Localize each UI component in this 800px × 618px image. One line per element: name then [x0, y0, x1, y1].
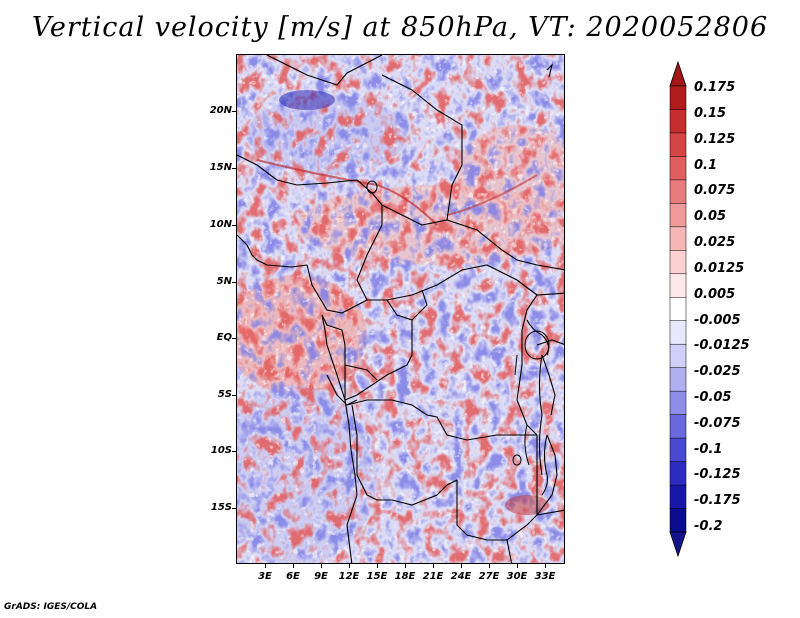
lon-label: 27E [478, 571, 500, 582]
lon-label: 3E [258, 571, 272, 582]
lat-tick [232, 395, 236, 396]
lon-label: 33E [534, 571, 556, 582]
lat-tick [232, 111, 236, 112]
colorbar-segment [669, 343, 687, 369]
lon-label: 24E [450, 571, 472, 582]
colorbar-segment [669, 320, 687, 345]
colorbar-segment [669, 273, 687, 298]
colorbar-label: -0.075 [694, 416, 741, 431]
lat-label: 10N [209, 219, 232, 230]
lat-label: 20N [209, 105, 232, 116]
map-title: Vertical velocity [m/s] at 850hPa, VT: 2… [31, 12, 769, 43]
colorbar-segment [669, 484, 687, 510]
colorbar-label: -0.125 [694, 467, 741, 482]
lat-label: 15S [210, 502, 232, 513]
lon-tick [545, 564, 546, 568]
lat-label: 5S [217, 389, 232, 400]
lat-tick [232, 508, 236, 509]
colorbar-segment [669, 179, 687, 204]
colorbar-segment [669, 109, 687, 134]
lon-tick [377, 564, 378, 568]
downdraft-core [505, 495, 549, 515]
lat-label: 15N [209, 162, 232, 173]
colorbar [669, 60, 687, 558]
lon-tick [349, 564, 350, 568]
downdraft-core [279, 90, 335, 110]
colorbar-bottom-arrow [669, 531, 687, 558]
country-borders [237, 55, 564, 563]
lon-label: 12E [338, 571, 360, 582]
colorbar-segment [669, 390, 687, 416]
colorbar-top-arrow [669, 60, 687, 87]
lon-label: 18E [394, 571, 416, 582]
lakes [366, 180, 550, 466]
colorbar-label: -0.025 [694, 364, 741, 379]
colorbar-segment [669, 226, 687, 251]
lon-tick [433, 564, 434, 568]
lon-tick [517, 564, 518, 568]
colorbar-segment [669, 414, 687, 439]
colorbar-label: -0.1 [694, 442, 723, 457]
colorbar-segment [669, 461, 687, 486]
colorbar-label: 0.175 [694, 80, 736, 95]
colorbar-segment [669, 132, 687, 157]
colorbar-label: -0.0125 [694, 338, 750, 353]
colorbar-label: 0.075 [694, 183, 736, 198]
lat-tick [232, 168, 236, 169]
colorbar-segment [669, 203, 687, 228]
colorbar-segment [669, 250, 687, 275]
lat-tick [232, 282, 236, 283]
lon-tick [293, 564, 294, 568]
lon-tick [265, 564, 266, 568]
lat-label: 5N [216, 276, 232, 287]
colorbar-label: -0.2 [694, 519, 723, 534]
colorbar-label: -0.05 [694, 390, 732, 405]
colorbar-label: 0.125 [694, 132, 736, 147]
lat-tick [232, 225, 236, 226]
map-panel [236, 54, 565, 564]
colorbar-segment [669, 367, 687, 392]
colorbar-label: 0.0125 [694, 261, 745, 276]
lat-tick [232, 451, 236, 452]
lon-label: 21E [422, 571, 444, 582]
lat-label: EQ [216, 332, 232, 343]
lon-tick [461, 564, 462, 568]
lon-tick [405, 564, 406, 568]
colorbar-label: -0.175 [694, 493, 741, 508]
colorbar-segment [669, 297, 687, 322]
colorbar-segment [669, 508, 687, 533]
colorbar-label: 0.005 [694, 287, 736, 302]
lon-label: 15E [366, 571, 388, 582]
lon-tick [489, 564, 490, 568]
colorbar-segment [669, 437, 687, 463]
lon-label: 9E [314, 571, 328, 582]
colorbar-label: 0.15 [694, 106, 727, 121]
lon-label: 30E [506, 571, 528, 582]
lat-tick [232, 338, 236, 339]
colorbar-label: 0.025 [694, 235, 736, 250]
colorbar-label: 0.05 [694, 209, 727, 224]
updraft-streak [256, 159, 438, 226]
lon-tick [321, 564, 322, 568]
updraft-streak [446, 174, 538, 216]
colorbar-label: 0.1 [694, 158, 718, 173]
colorbar-segment [669, 156, 687, 181]
colorbar-label: -0.005 [694, 313, 741, 328]
lon-label: 6E [286, 571, 300, 582]
vertical-velocity-fine [237, 55, 564, 563]
footer-credit: GrADS: IGES/COLA [4, 602, 98, 612]
lat-label: 10S [210, 445, 232, 456]
colorbar-segment [669, 85, 687, 111]
